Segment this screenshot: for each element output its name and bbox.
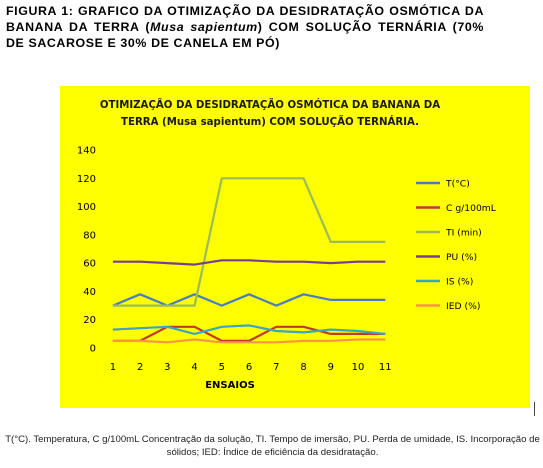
x-axis-title: ENSAIOS	[205, 380, 255, 391]
footnote: T(°C). Temperatura, C g/100mL Concentraç…	[5, 434, 540, 458]
x-tick-label: 5	[219, 362, 225, 373]
legend-label: TI (min)	[445, 228, 482, 239]
x-tick-label: 4	[191, 362, 197, 373]
x-tick-label: 3	[164, 362, 170, 373]
legend-label: T(°C)	[445, 179, 470, 190]
series-line	[112, 293, 386, 307]
chart-title-line-1: OTIMIZAÇÃO DA DESIDRATAÇÃO OSMÓTICA DA B…	[100, 98, 440, 111]
y-tick-label: 20	[83, 315, 96, 326]
legend-label: PU (%)	[446, 252, 477, 263]
y-tick-label: 80	[83, 230, 96, 241]
y-tick-label: 0	[90, 344, 96, 355]
y-tick-label: 40	[83, 287, 96, 298]
x-tick-label: 9	[328, 362, 334, 373]
x-tick-label: 11	[379, 362, 392, 373]
x-tick-label: 10	[352, 362, 365, 373]
series-line	[112, 177, 386, 307]
x-tick-label: 7	[273, 362, 279, 373]
line-chart: OTIMIZAÇÃO DA DESIDRATAÇÃO OSMÓTICA DA B…	[77, 98, 497, 391]
series-line	[112, 325, 386, 342]
y-tick-label: 60	[83, 259, 96, 270]
x-tick-label: 2	[137, 362, 143, 373]
x-tick-label: 1	[110, 362, 116, 373]
figure-caption-part2: ) COM SOLUÇÃO TERNÁRIA (70% DE SACAROSE …	[6, 20, 484, 50]
series-line	[112, 338, 386, 344]
figure-caption: FIGURA 1: GRAFICO DA OTIMIZAÇÃO DA DESID…	[6, 3, 484, 51]
legend-label: C g/100mL	[446, 203, 497, 214]
y-tick-label: 100	[77, 202, 96, 213]
figure-caption-species: Musa sapientum	[150, 20, 258, 34]
y-tick-label: 140	[77, 146, 96, 157]
x-tick-label: 8	[300, 362, 306, 373]
series-line	[112, 259, 386, 266]
figure-caption-part1: FIGURA 1: GRAFICO DA OTIMIZAÇÃO DA DESID…	[6, 4, 484, 34]
legend-label: IS (%)	[446, 277, 473, 288]
chart-title-line-2: TERRA (Musa sapientum) COM SOLUÇÃO TERNÁ…	[121, 115, 419, 128]
x-tick-label: 6	[246, 362, 252, 373]
chart-area: OTIMIZAÇÃO DA DESIDRATAÇÃO OSMÓTICA DA B…	[60, 86, 530, 408]
legend-label: IED (%)	[446, 301, 480, 312]
y-tick-label: 120	[77, 174, 96, 185]
series-line	[112, 324, 386, 335]
text-cursor	[534, 402, 535, 416]
